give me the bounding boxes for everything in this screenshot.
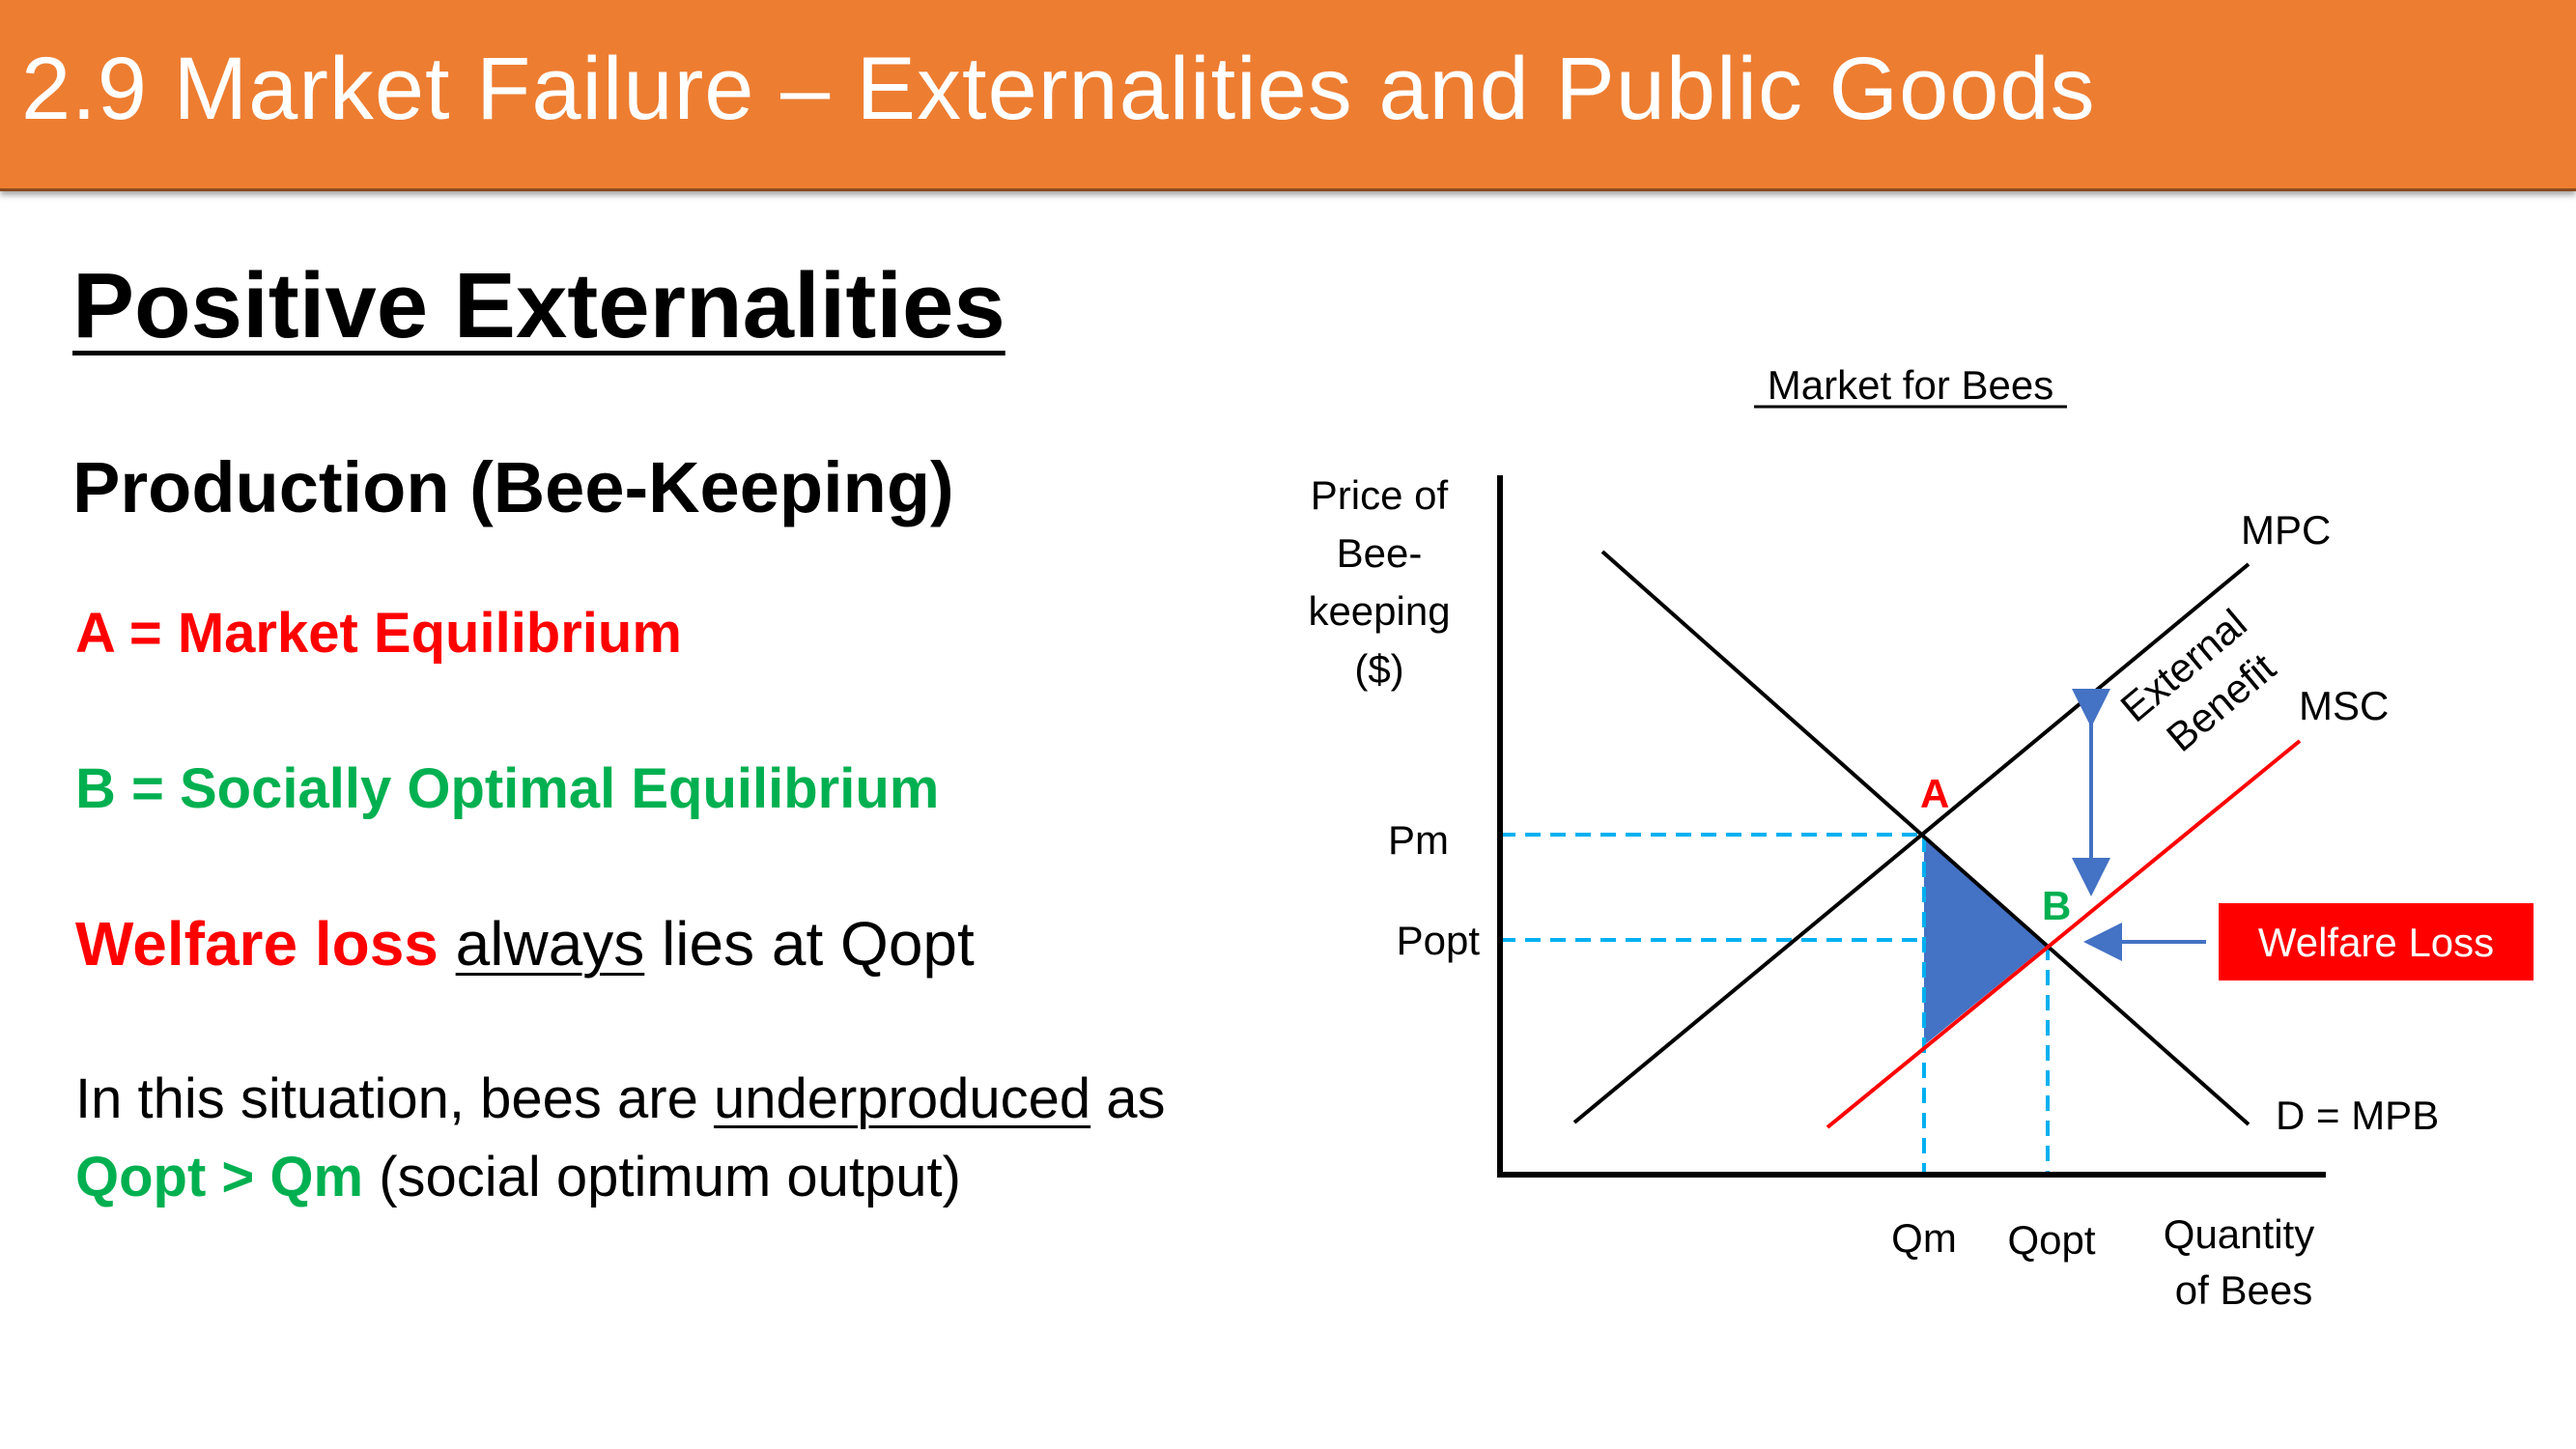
point-a-label: A <box>1920 771 1949 816</box>
underproduced-underlined: underproduced <box>713 1067 1091 1130</box>
msc-curve <box>1826 739 2302 1129</box>
welfare-loss-rest: lies at Qopt <box>644 909 975 979</box>
situation-text: In this situation, bees are <box>75 1067 714 1130</box>
subheading: Production (Bee-Keeping) <box>72 447 954 527</box>
y-axis-label-1: Price of <box>1311 472 1449 518</box>
always-underlined: always <box>455 909 645 979</box>
msc-label: MSC <box>2299 683 2389 728</box>
point-a-definition: A = Market Equilibrium <box>75 602 682 665</box>
x-axis-label-2: of Bees <box>2175 1267 2312 1313</box>
mpc-curve <box>1572 562 2250 1124</box>
slide-title: 2.9 Market Failure – Externalities and P… <box>21 40 2096 138</box>
situation-end: (social optimum output) <box>363 1146 961 1208</box>
y-axis-label-2: Bee- <box>1337 530 1423 576</box>
situation-line-1: In this situation, bees are underproduce… <box>75 1066 1166 1131</box>
title-bar: 2.9 Market Failure – Externalities and P… <box>0 0 2576 191</box>
point-b-definition: B = Socially Optimal Equilibrium <box>75 757 940 820</box>
y-axis-label-4: ($) <box>1354 646 1403 692</box>
qopt-label: Qopt <box>2007 1217 2095 1263</box>
welfare-loss-box <box>2219 903 2534 980</box>
y-axis-label-3: keeping <box>1308 588 1450 634</box>
popt-label: Popt <box>1397 918 1481 963</box>
situation-line-2: Qopt > Qm (social optimum output) <box>75 1145 961 1209</box>
pm-label: Pm <box>1388 817 1449 863</box>
external-benefit-label: External Benefit <box>2112 600 2284 760</box>
demand-label: D = MPB <box>2276 1093 2439 1138</box>
demand-curve <box>1600 550 2250 1126</box>
mpc-label: MPC <box>2241 507 2331 553</box>
situation-post: as <box>1090 1067 1166 1130</box>
welfare-loss-triangle <box>1924 837 2048 1045</box>
x-axis-label-1: Quantity <box>2164 1211 2314 1257</box>
qopt-greater-qm: Qopt > Qm <box>75 1146 364 1208</box>
point-b-label: B <box>2042 883 2071 928</box>
qm-label: Qm <box>1891 1215 1957 1261</box>
welfare-loss-statement: Welfare loss always lies at Qopt <box>75 908 975 980</box>
welfare-loss-emphasis: Welfare loss <box>75 909 439 979</box>
welfare-loss-box-label: Welfare Loss <box>2258 920 2494 965</box>
section-heading: Positive Externalities <box>72 254 1005 357</box>
diagram-title: Market for Bees <box>1768 362 2053 408</box>
